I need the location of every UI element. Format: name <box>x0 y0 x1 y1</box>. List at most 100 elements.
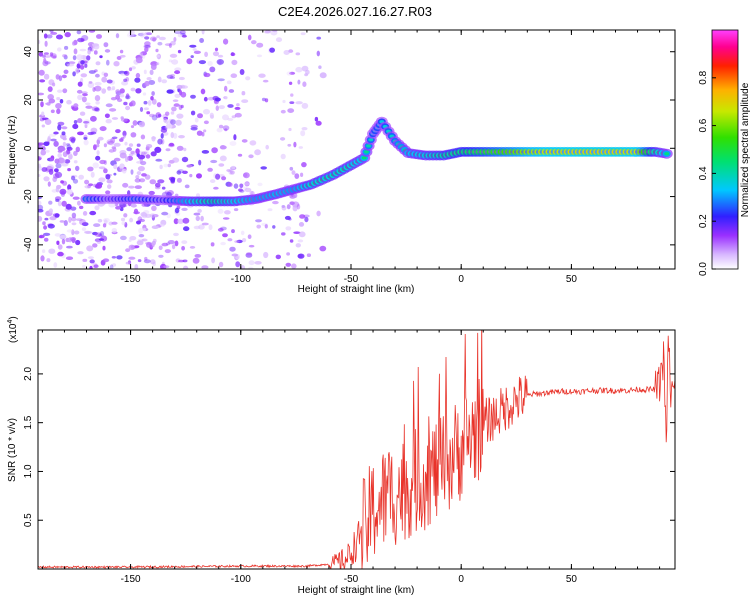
noise-speckle <box>172 99 179 102</box>
noise-speckle <box>73 150 78 156</box>
noise-speckle <box>50 155 55 161</box>
noise-speckle <box>105 174 111 180</box>
noise-speckle <box>102 245 106 251</box>
noise-speckle <box>63 220 68 226</box>
noise-speckle <box>183 265 189 269</box>
noise-speckle <box>176 170 182 175</box>
noise-speckle <box>171 59 179 65</box>
snr-xlabel: Height of straight line (km) <box>298 585 415 596</box>
noise-speckle <box>79 48 87 52</box>
noise-speckle <box>85 105 93 109</box>
noise-speckle <box>95 101 100 105</box>
noise-speckle <box>135 72 141 79</box>
noise-speckle <box>38 196 42 200</box>
noise-speckle <box>228 89 235 93</box>
noise-speckle <box>99 231 105 237</box>
noise-speckle <box>272 225 276 229</box>
snr-exponent-close: ) <box>8 316 19 319</box>
noise-speckle <box>98 233 102 237</box>
noise-speckle <box>77 94 83 101</box>
snr-frame <box>37 329 676 570</box>
noise-speckle <box>306 253 311 257</box>
noise-speckle <box>119 54 126 58</box>
track-core <box>366 144 371 148</box>
noise-speckle <box>60 180 64 184</box>
noise-speckle <box>174 207 180 214</box>
noise-speckle <box>103 72 109 78</box>
noise-speckle <box>297 253 305 259</box>
noise-speckle <box>90 48 94 52</box>
noise-speckle <box>235 261 241 268</box>
noise-speckle <box>57 124 62 131</box>
noise-speckle <box>289 166 294 171</box>
noise-speckle <box>113 61 120 67</box>
noise-speckle <box>90 171 95 178</box>
noise-speckle <box>70 137 76 144</box>
noise-speckle <box>72 71 76 77</box>
noise-speckle <box>288 127 292 132</box>
noise-speckle <box>176 84 183 90</box>
noise-speckle <box>87 131 94 136</box>
noise-speckle <box>81 227 87 232</box>
noise-speckle <box>157 138 163 145</box>
noise-speckle <box>75 146 81 153</box>
noise-speckle <box>125 93 130 99</box>
snr-series-line <box>38 330 675 569</box>
snr-exponent-power: 4 <box>7 320 14 324</box>
noise-speckle <box>87 49 91 55</box>
noise-speckle <box>38 174 41 177</box>
colorbar-label: Normalized spectral amplitude <box>740 82 750 217</box>
noise-speckle <box>176 113 184 119</box>
noise-speckle <box>161 242 169 247</box>
noise-speckle <box>99 55 103 59</box>
noise-speckle <box>242 238 247 243</box>
noise-speckle <box>150 64 157 70</box>
noise-speckle <box>95 183 103 189</box>
noise-speckle <box>181 156 189 163</box>
noise-speckle <box>44 61 51 65</box>
noise-speckle <box>45 102 51 106</box>
noise-speckle <box>150 259 156 265</box>
noise-speckle <box>107 86 111 91</box>
noise-speckle <box>175 119 182 126</box>
noise-speckle <box>264 30 271 34</box>
noise-speckle <box>163 163 169 168</box>
noise-speckle <box>133 211 140 215</box>
noise-speckle <box>226 80 232 85</box>
noise-speckle <box>75 67 80 74</box>
noise-speckle <box>181 207 188 211</box>
noise-speckle <box>58 146 66 152</box>
noise-speckle <box>41 145 46 150</box>
x-tick-label: -50 <box>344 574 359 585</box>
x-tick-label: 0 <box>458 574 464 585</box>
noise-speckle <box>89 265 93 269</box>
figure-title: C2E4.2026.027.16.27.R03 <box>278 4 432 19</box>
noise-speckle <box>214 47 219 52</box>
noise-speckle <box>203 129 207 133</box>
noise-speckle <box>174 240 179 247</box>
noise-speckle <box>57 251 64 257</box>
noise-speckle <box>95 73 100 78</box>
noise-speckle <box>241 139 248 143</box>
noise-speckle <box>201 222 209 226</box>
noise-speckle <box>54 168 59 173</box>
noise-speckle <box>182 170 188 174</box>
noise-speckle <box>41 111 45 116</box>
noise-speckle <box>110 97 117 101</box>
noise-speckle <box>94 81 102 86</box>
noise-speckle <box>38 204 44 211</box>
noise-speckle <box>111 221 118 225</box>
noise-speckle <box>77 200 81 206</box>
noise-speckle <box>91 43 99 47</box>
noise-speckle <box>50 109 55 114</box>
x-tick-label: -150 <box>121 274 141 285</box>
noise-speckle <box>52 55 57 59</box>
noise-speckle <box>158 245 163 251</box>
noise-speckle <box>157 76 162 83</box>
noise-speckle <box>224 128 228 132</box>
noise-speckle <box>247 234 252 239</box>
noise-speckle <box>144 45 151 48</box>
noise-speckle <box>99 159 106 165</box>
noise-speckle <box>71 175 76 181</box>
noise-speckle <box>201 131 205 137</box>
